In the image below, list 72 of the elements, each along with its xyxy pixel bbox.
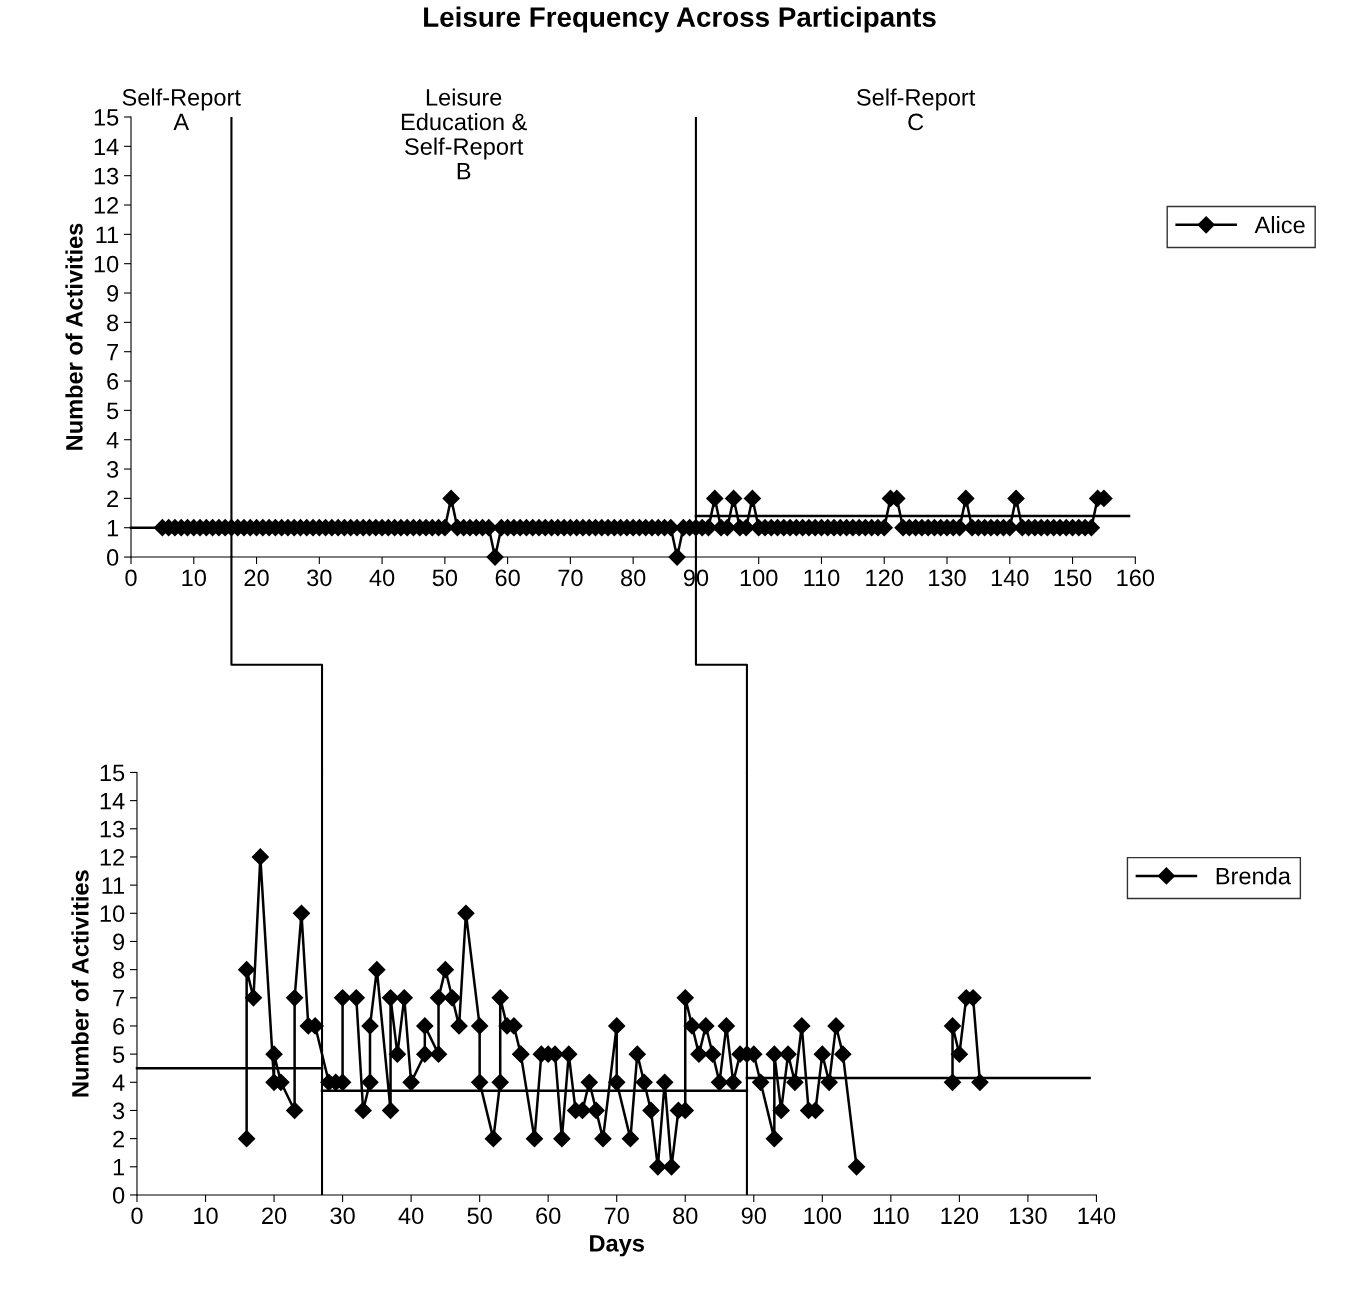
x-tick-label: 20 bbox=[244, 569, 269, 587]
x-tick-label: 30 bbox=[330, 1207, 355, 1225]
y-tick-label: 6 bbox=[107, 373, 119, 390]
x-tick-label: 140 bbox=[991, 569, 1029, 587]
y-tick-label: 5 bbox=[113, 1046, 125, 1063]
x-tick-label: 130 bbox=[1010, 1207, 1047, 1225]
x-tick-label: 60 bbox=[536, 1207, 561, 1225]
x-tick-label: 50 bbox=[432, 569, 458, 587]
x-tick-label: 100 bbox=[804, 1207, 842, 1225]
x-tick-label: 10 bbox=[194, 1207, 218, 1225]
x-tick-label: 100 bbox=[740, 569, 778, 587]
y-tick-label: 1 bbox=[107, 520, 119, 537]
x-tick-label: 40 bbox=[398, 1207, 424, 1225]
y-tick-label: 0 bbox=[106, 549, 119, 566]
y-tick-label: 8 bbox=[113, 961, 125, 979]
y-tick-label: 6 bbox=[113, 1018, 125, 1035]
x-tick-label: 80 bbox=[673, 1207, 698, 1225]
legend-label: Brenda bbox=[1216, 867, 1291, 885]
y-tick-label: 14 bbox=[100, 792, 125, 810]
x-tick-label: 90 bbox=[741, 1207, 766, 1225]
x-tick-label: 110 bbox=[873, 1207, 909, 1225]
y-tick-label: 15 bbox=[94, 109, 119, 126]
y-tick-label: 9 bbox=[107, 285, 119, 302]
y-tick-label: 15 bbox=[100, 764, 125, 782]
x-tick-label: 130 bbox=[929, 569, 966, 587]
y-tick-label: 3 bbox=[112, 1102, 125, 1120]
legend-label: Alice bbox=[1254, 216, 1305, 234]
y-axis-title: Number of Activities bbox=[65, 223, 83, 450]
y-tick-label: 12 bbox=[94, 197, 119, 214]
y-tick-label: 8 bbox=[107, 314, 119, 332]
y-tick-label: 7 bbox=[113, 990, 124, 1007]
annotation: Self-Report A bbox=[122, 88, 241, 131]
y-tick-label: 1 bbox=[113, 1159, 125, 1176]
x-tick-label: 110 bbox=[804, 569, 840, 587]
y-axis-title: Number of Activities bbox=[71, 870, 89, 1097]
x-tick-label: 40 bbox=[369, 569, 395, 587]
x-tick-label: 70 bbox=[558, 569, 583, 587]
y-tick-label: 3 bbox=[106, 461, 119, 478]
y-tick-label: 9 bbox=[113, 933, 125, 951]
x-tick-label: 60 bbox=[495, 569, 520, 587]
y-tick-label: 14 bbox=[94, 138, 119, 155]
y-tick-label: 11 bbox=[102, 877, 125, 894]
y-tick-label: 2 bbox=[107, 490, 119, 507]
y-tick-label: 4 bbox=[112, 1074, 125, 1091]
annotation: Self-Report C bbox=[856, 88, 976, 131]
x-tick-label: 160 bbox=[1117, 569, 1155, 587]
y-tick-label: 5 bbox=[107, 402, 119, 420]
x-tick-label: 30 bbox=[307, 569, 332, 587]
x-tick-label: 0 bbox=[125, 569, 137, 587]
chart-title: Leisure Frequency Across Participants bbox=[424, 6, 936, 33]
y-tick-label: 13 bbox=[94, 167, 119, 185]
x-tick-label: 50 bbox=[467, 1207, 492, 1225]
x-tick-label: 10 bbox=[182, 569, 206, 587]
y-tick-label: 13 bbox=[100, 820, 125, 838]
y-tick-label: 10 bbox=[94, 255, 119, 273]
x-tick-label: 70 bbox=[604, 1207, 629, 1225]
y-tick-label: 12 bbox=[100, 849, 124, 866]
y-tick-label: 7 bbox=[107, 344, 119, 361]
y-tick-label: 2 bbox=[113, 1130, 124, 1148]
y-tick-label: 0 bbox=[112, 1187, 125, 1204]
annotation: Leisure Education & Self-Report B bbox=[401, 88, 527, 180]
x-tick-label: 80 bbox=[621, 569, 646, 587]
x-tick-label: 120 bbox=[866, 569, 904, 587]
x-axis-title: Days bbox=[590, 1235, 644, 1257]
y-tick-label: 10 bbox=[100, 905, 125, 923]
y-tick-label: 11 bbox=[96, 226, 119, 243]
y-tick-label: 4 bbox=[106, 432, 119, 449]
x-tick-label: 120 bbox=[941, 1207, 979, 1225]
x-tick-label: 150 bbox=[1054, 569, 1092, 587]
x-tick-label: 140 bbox=[1078, 1207, 1116, 1225]
x-tick-label: 20 bbox=[262, 1207, 287, 1225]
x-tick-label: 0 bbox=[131, 1207, 143, 1225]
